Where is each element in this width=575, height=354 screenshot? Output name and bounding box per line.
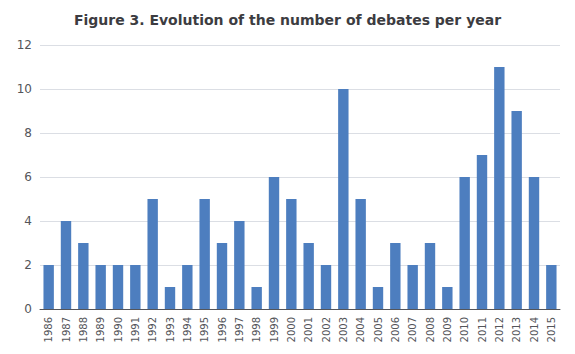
svg-text:2006: 2006	[390, 317, 401, 342]
svg-text:2012: 2012	[494, 317, 505, 342]
svg-text:1993: 1993	[165, 317, 176, 342]
svg-text:2007: 2007	[407, 317, 418, 342]
svg-text:2: 2	[24, 258, 32, 272]
svg-text:1989: 1989	[95, 317, 106, 342]
svg-text:2011: 2011	[477, 317, 488, 342]
svg-text:2004: 2004	[355, 317, 366, 342]
svg-text:2002: 2002	[321, 317, 332, 342]
svg-text:10: 10	[17, 82, 32, 96]
svg-text:1988: 1988	[78, 317, 89, 342]
svg-text:12: 12	[17, 38, 32, 52]
svg-text:1999: 1999	[269, 317, 280, 342]
svg-text:1986: 1986	[43, 317, 54, 342]
svg-text:4: 4	[24, 214, 32, 228]
svg-text:2014: 2014	[529, 317, 540, 342]
svg-text:2009: 2009	[442, 317, 453, 342]
svg-text:1994: 1994	[182, 317, 193, 342]
svg-text:2000: 2000	[286, 317, 297, 342]
svg-text:1998: 1998	[251, 317, 262, 342]
svg-text:6: 6	[24, 170, 32, 184]
svg-text:1995: 1995	[199, 317, 210, 342]
svg-text:1990: 1990	[113, 317, 124, 342]
svg-text:2013: 2013	[511, 317, 522, 342]
svg-text:2005: 2005	[373, 317, 384, 342]
svg-text:1996: 1996	[217, 317, 228, 342]
svg-text:Figure 3. Evolution of the num: Figure 3. Evolution of the number of deb…	[74, 12, 501, 28]
svg-text:1997: 1997	[234, 317, 245, 342]
svg-text:2003: 2003	[338, 317, 349, 342]
svg-text:2015: 2015	[546, 317, 557, 342]
svg-text:1992: 1992	[147, 317, 158, 342]
svg-text:1987: 1987	[61, 317, 72, 342]
svg-text:2010: 2010	[459, 317, 470, 342]
svg-text:0: 0	[24, 302, 32, 316]
svg-text:8: 8	[24, 126, 32, 140]
svg-text:1991: 1991	[130, 317, 141, 342]
svg-text:2001: 2001	[303, 317, 314, 342]
svg-text:2008: 2008	[425, 317, 436, 342]
